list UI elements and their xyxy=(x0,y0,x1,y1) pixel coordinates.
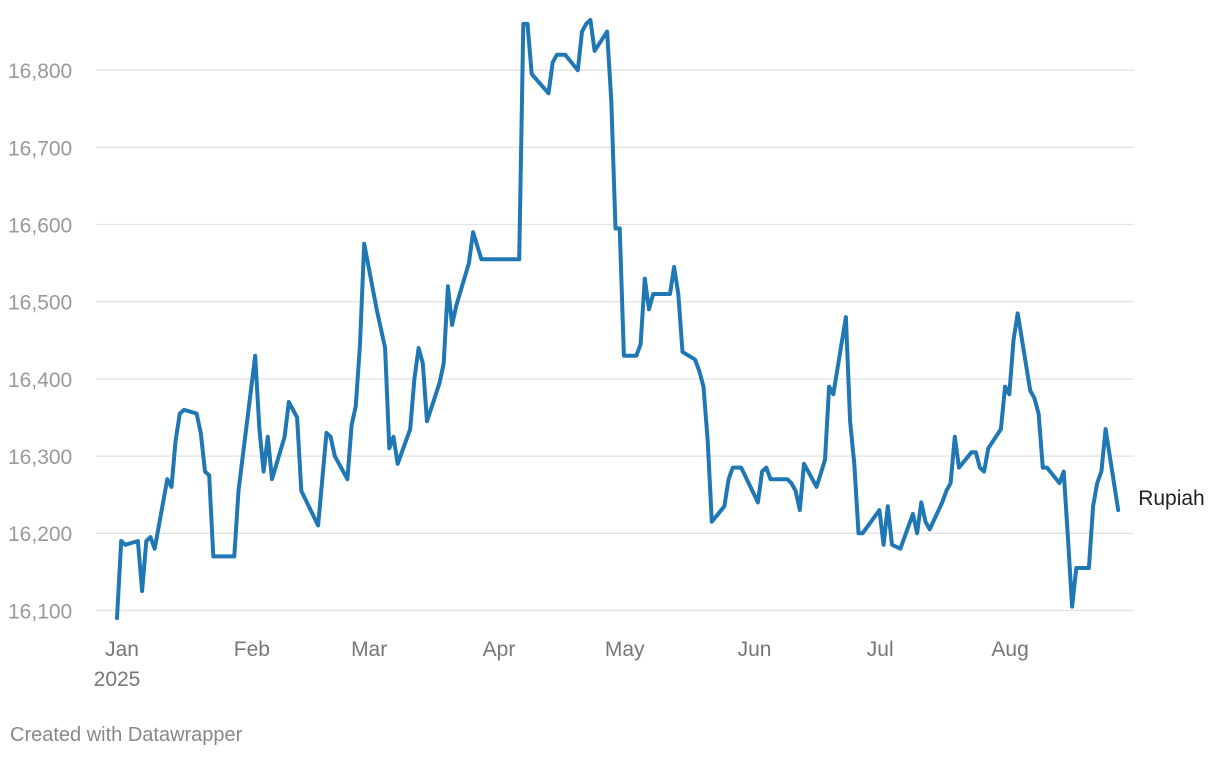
credit-text: Created with Datawrapper xyxy=(10,724,243,746)
series-line-rupiah xyxy=(115,18,1121,621)
series-labels: Rupiah xyxy=(1138,487,1205,510)
x-tick-label: Apr xyxy=(483,638,516,661)
series-label: Rupiah xyxy=(1138,487,1205,510)
y-tick-label: 16,700 xyxy=(8,137,72,160)
y-tick-label: 16,300 xyxy=(8,446,72,469)
y-tick-label: 16,100 xyxy=(8,600,72,623)
x-axis-tick-labels: Jan Feb Mar Apr May Jun Jul Aug 2025 xyxy=(94,638,1029,691)
x-year-label: 2025 xyxy=(94,668,141,691)
x-tick-label: Feb xyxy=(234,638,270,661)
y-tick-label: 16,800 xyxy=(8,60,72,83)
x-tick-label: Aug xyxy=(991,638,1028,661)
x-tick-label: Jan xyxy=(105,638,139,661)
x-tick-label: Jul xyxy=(867,638,894,661)
series-lines xyxy=(115,18,1121,621)
y-tick-label: 16,600 xyxy=(8,215,72,238)
x-tick-label: May xyxy=(605,638,645,661)
y-tick-label: 16,400 xyxy=(8,369,72,392)
y-axis-tick-labels: 16,100 16,200 16,300 16,400 16,500 16,600 16,7… xyxy=(8,60,72,623)
y-tick-label: 16,500 xyxy=(8,292,72,315)
y-tick-label: 16,200 xyxy=(8,523,72,546)
x-tick-label: Mar xyxy=(351,638,387,661)
gridlines xyxy=(96,69,1134,612)
x-tick-label: Jun xyxy=(738,638,772,661)
